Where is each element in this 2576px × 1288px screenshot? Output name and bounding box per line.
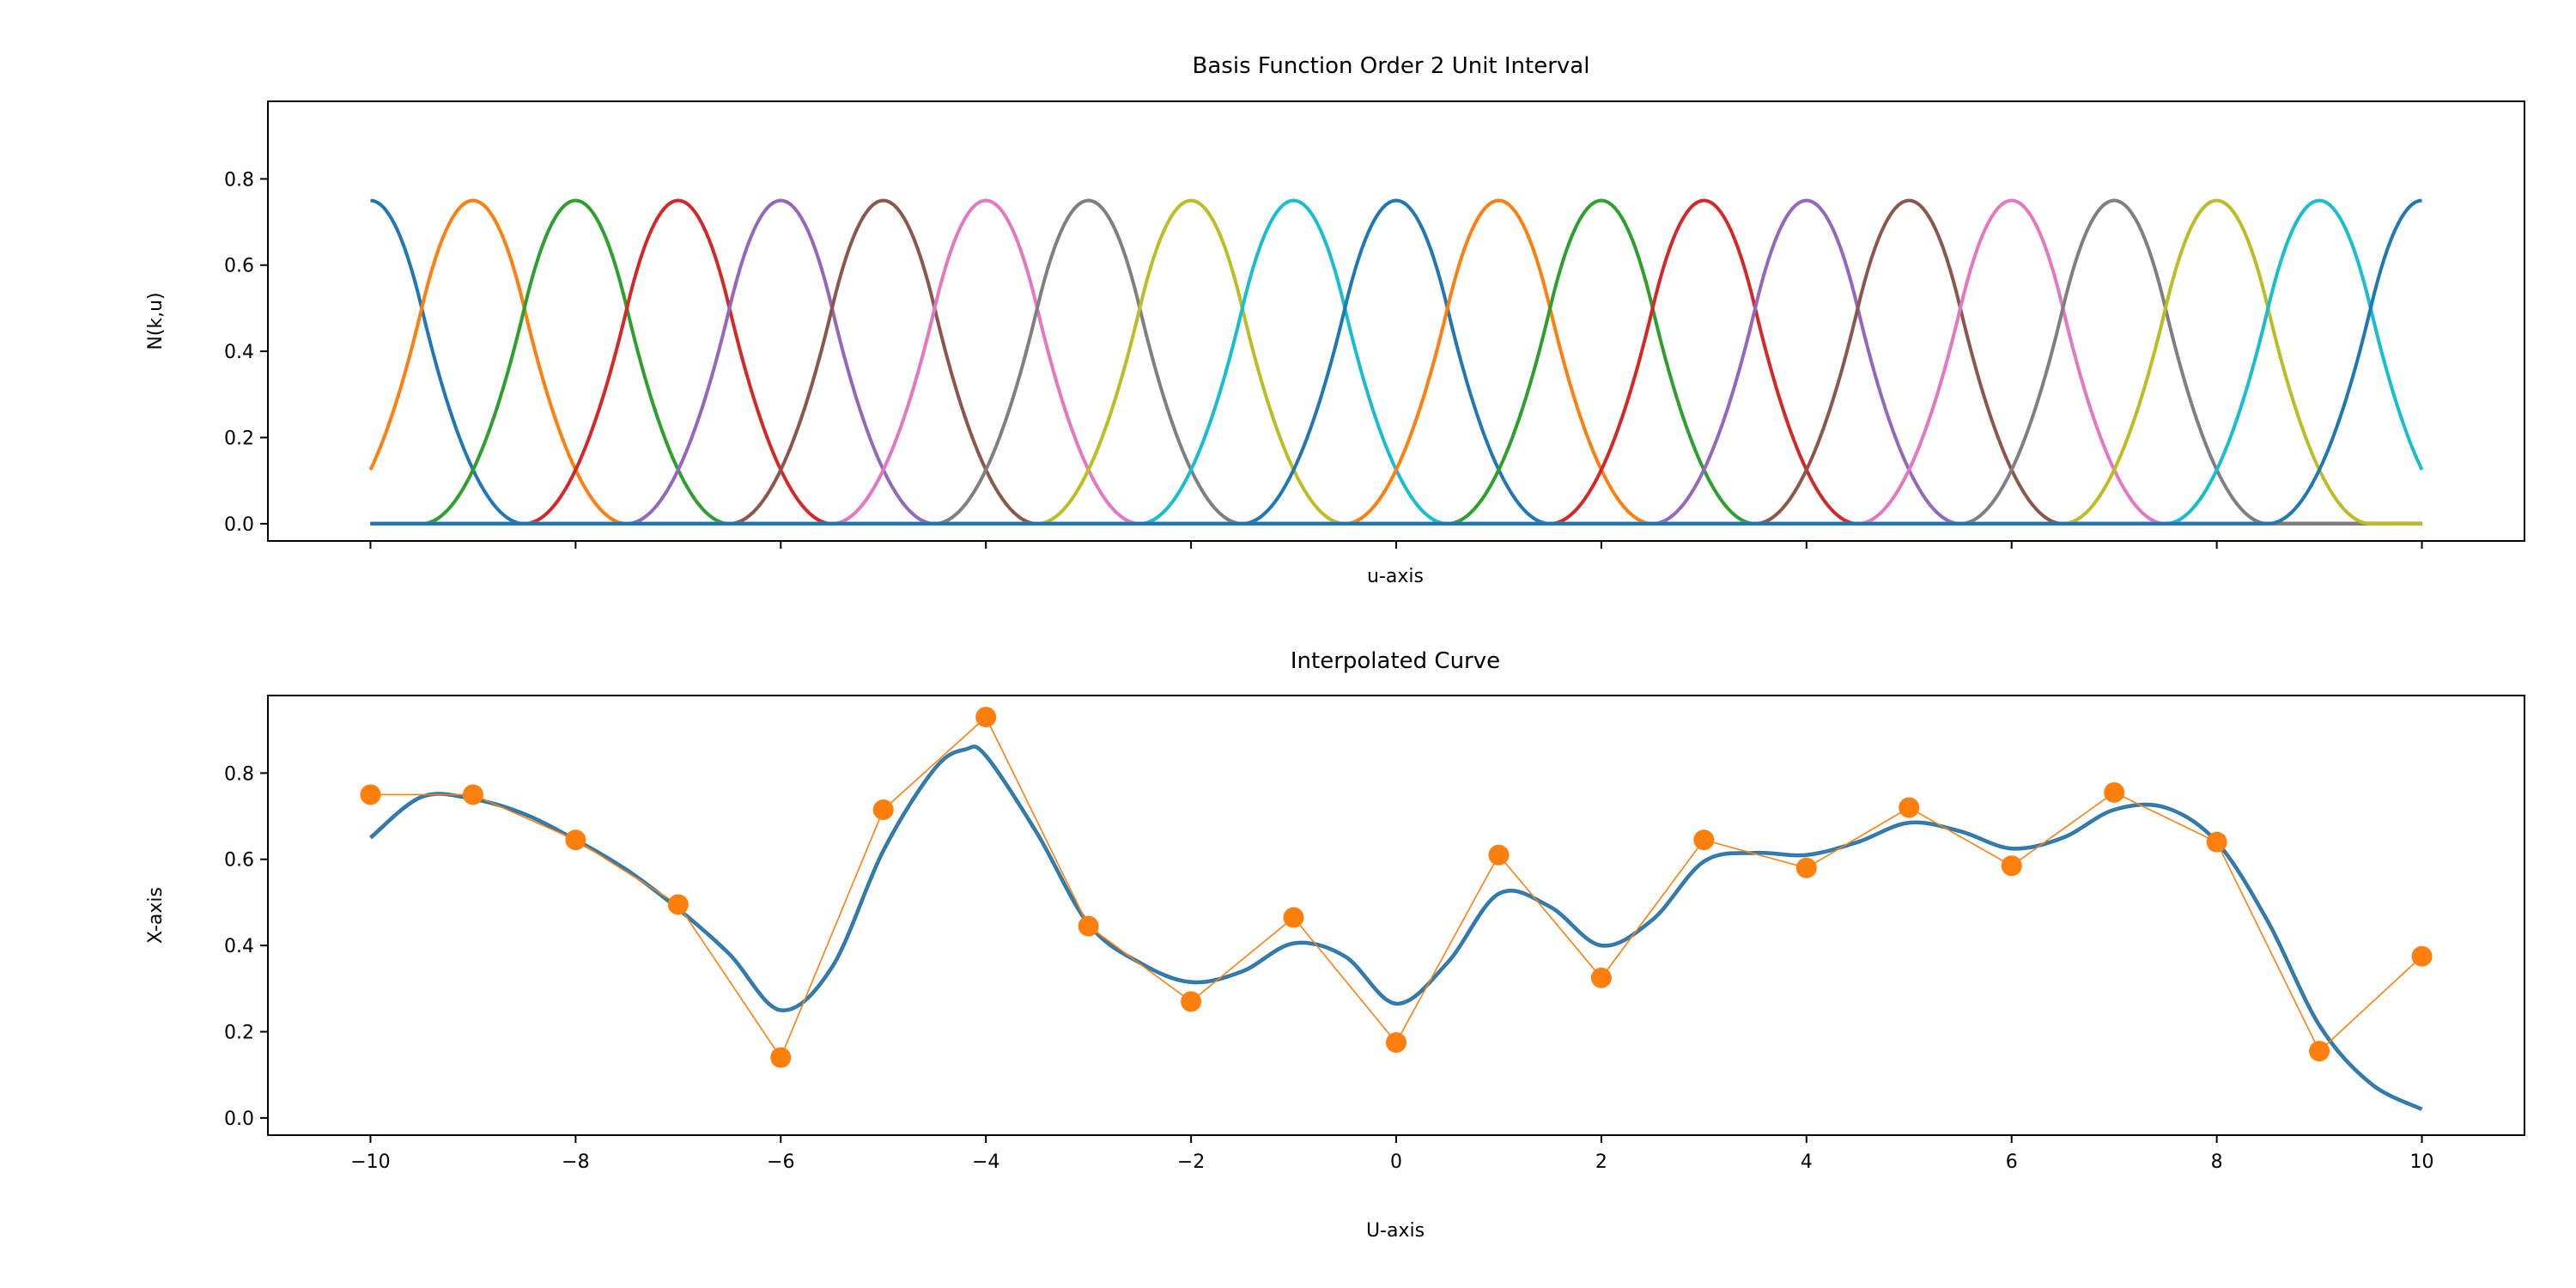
data-point-marker bbox=[1899, 797, 1920, 818]
data-point-marker bbox=[565, 829, 586, 851]
curve-x-tick-label: 6 bbox=[2006, 1151, 2018, 1173]
data-point-marker bbox=[2001, 855, 2022, 877]
basis-y-axis-label: N(k,u) bbox=[145, 292, 167, 349]
curve-y-tick-label: 0.4 bbox=[224, 936, 254, 957]
data-point-marker bbox=[667, 894, 689, 915]
curve-y-tick-label: 0.2 bbox=[224, 1023, 254, 1044]
basis-x-axis-label: u-axis bbox=[1367, 566, 1424, 587]
basis-y-tick-label: 0.4 bbox=[224, 342, 254, 363]
curve-x-tick-label: −8 bbox=[562, 1151, 589, 1173]
curve-x-tick-label: −10 bbox=[350, 1151, 390, 1173]
data-point-marker bbox=[1795, 857, 1817, 878]
data-point-marker bbox=[2206, 831, 2227, 853]
basis-chart-title: Basis Function Order 2 Unit Interval bbox=[1193, 53, 1590, 79]
curve-y-tick-label: 0.0 bbox=[224, 1109, 254, 1130]
curve-chart-title: Interpolated Curve bbox=[1291, 648, 1500, 674]
basis-y-tick-label: 0.6 bbox=[224, 256, 254, 277]
curve-x-axis-label: U-axis bbox=[1366, 1220, 1425, 1242]
curve-x-tick-label: 10 bbox=[2410, 1151, 2434, 1173]
curve-y-axis-label: X-axis bbox=[145, 887, 167, 944]
data-point-marker bbox=[360, 784, 381, 805]
curve-x-tick-label: 8 bbox=[2211, 1151, 2223, 1173]
curve-x-tick-label: 2 bbox=[1595, 1151, 1607, 1173]
data-point-marker bbox=[1488, 844, 1510, 866]
basis-y-tick-label: 0.2 bbox=[224, 428, 254, 450]
data-point-marker bbox=[1590, 967, 1612, 988]
basis-axes: Basis Function Order 2 Unit Interval 0.0… bbox=[145, 53, 2525, 587]
data-point-marker bbox=[975, 707, 997, 728]
curve-y-tick-label: 0.6 bbox=[224, 850, 254, 872]
basis-function-line bbox=[370, 198, 2422, 526]
interpolated-curve-overlay-line bbox=[370, 745, 2422, 1110]
curve-x-tick-label: 0 bbox=[1390, 1151, 1402, 1173]
basis-ticks: 0.0 0.2 0.4 0.6 0.8 bbox=[224, 169, 2423, 549]
data-point-marker bbox=[462, 784, 483, 805]
curve-axes: Interpolated Curve −10 −8 −6 −4 −2 0 2 4 6 8 10 0.0… bbox=[145, 648, 2525, 1242]
basis-y-tick-label: 0.8 bbox=[224, 169, 254, 191]
data-point-marker bbox=[1693, 829, 1715, 851]
data-point-marker bbox=[872, 799, 894, 821]
curve-ticks: −10 −8 −6 −4 −2 0 2 4 6 8 10 0.0 0.2 0.4 0.6 0.8 bbox=[224, 763, 2434, 1173]
curve-x-tick-label: −6 bbox=[767, 1151, 794, 1173]
data-point-marker bbox=[2411, 945, 2433, 967]
data-point-marker bbox=[1283, 907, 1304, 928]
data-point-marker bbox=[1078, 915, 1099, 937]
basis-y-tick-label: 0.0 bbox=[224, 514, 254, 536]
curve-x-tick-label: 4 bbox=[1801, 1151, 1813, 1173]
data-point-marker bbox=[770, 1047, 792, 1068]
basis-plot-area bbox=[368, 198, 2424, 526]
data-point-marker bbox=[1386, 1032, 1406, 1054]
data-point-marker bbox=[1181, 991, 1202, 1012]
curve-x-tick-label: −4 bbox=[972, 1151, 999, 1173]
curve-x-tick-label: −2 bbox=[1177, 1151, 1205, 1173]
data-point-marker bbox=[2104, 781, 2125, 803]
data-point-marker bbox=[2309, 1041, 2330, 1062]
curve-y-tick-label: 0.8 bbox=[224, 763, 254, 785]
curve-plot-area bbox=[360, 707, 2433, 1111]
